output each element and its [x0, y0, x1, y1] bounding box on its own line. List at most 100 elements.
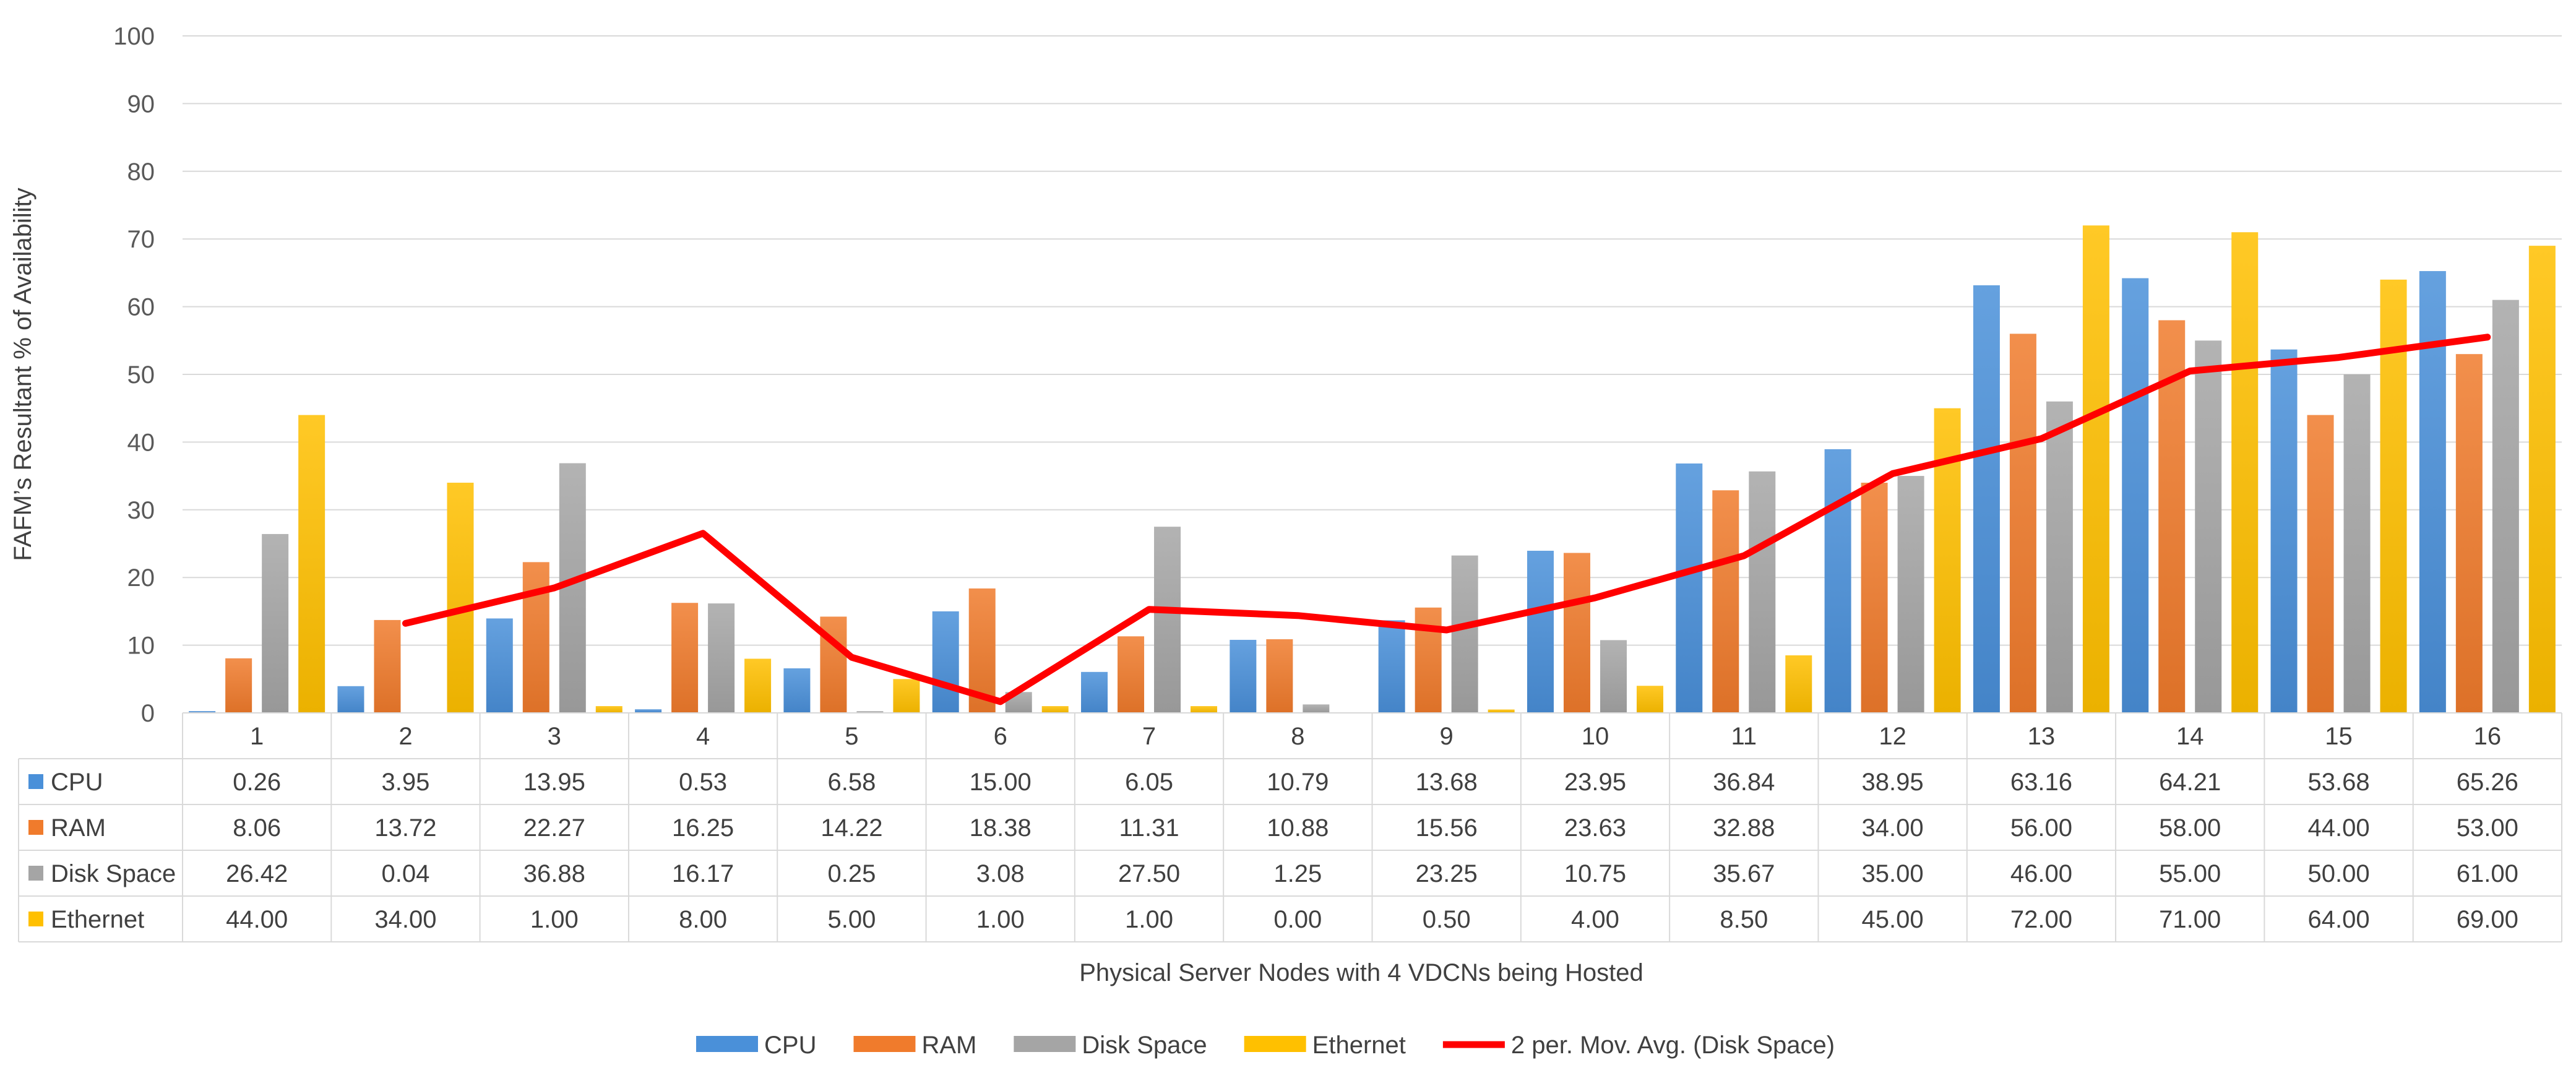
bar-ram [522, 562, 549, 713]
legend-key [28, 820, 43, 835]
table-cell: 36.88 [523, 860, 585, 887]
x-tick-label: 8 [1291, 723, 1304, 750]
bar-ram [2307, 415, 2334, 713]
bar-ethernet [744, 658, 772, 713]
table-row-label: Disk Space [51, 860, 176, 887]
bar-disk-space [1303, 704, 1330, 713]
bar-ethernet [1934, 408, 1961, 713]
table-cell: 13.68 [1416, 769, 1478, 796]
table-cell: 13.72 [374, 814, 436, 842]
table-cell: 22.27 [523, 814, 585, 842]
table-cell: 32.88 [1713, 814, 1775, 842]
table-cell: 16.25 [672, 814, 734, 842]
bar-cpu [337, 686, 364, 713]
bar-ram [2009, 334, 2036, 713]
table-cell: 26.42 [226, 860, 288, 887]
table-cell: 14.22 [821, 814, 882, 842]
table-cell: 0.00 [1273, 906, 1322, 933]
table-cell: 3.95 [382, 769, 430, 796]
y-tick-label: 90 [127, 90, 155, 118]
x-tick-label: 6 [994, 723, 1007, 750]
bar-cpu [1973, 285, 2000, 713]
table-cell: 61.00 [2457, 860, 2518, 887]
legend-key [28, 774, 43, 789]
legend: CPU RAM Disk Space Ethernet 2 per. Mov. Avg.… [696, 1032, 1835, 1059]
table-cell: 53.00 [2457, 814, 2518, 842]
bar-cpu [1081, 671, 1108, 713]
bar-ethernet [447, 483, 474, 713]
x-tick-label: 13 [2028, 723, 2056, 750]
table-cell: 23.63 [1564, 814, 1626, 842]
bar-ram [1563, 553, 1590, 713]
table-cell: 23.25 [1416, 860, 1478, 887]
legend-label: Disk Space [1082, 1032, 1207, 1059]
bar-ram [671, 603, 699, 713]
table-cell: 44.00 [226, 906, 288, 933]
bar-ethernet [1191, 706, 1218, 713]
table-cell: 0.25 [827, 860, 876, 887]
table-cell: 15.56 [1416, 814, 1478, 842]
bar-cpu [189, 711, 216, 713]
bar-disk-space [2492, 300, 2519, 713]
y-tick-label: 100 [113, 23, 155, 50]
bar-ram [1712, 490, 1739, 713]
bar-disk-space [856, 711, 884, 713]
bar-ram [1118, 636, 1145, 713]
bar-ethernet [2082, 225, 2109, 713]
bar-cpu [2122, 278, 2149, 713]
x-tick-label: 16 [2474, 723, 2502, 750]
legend-label: RAM [921, 1032, 976, 1059]
bar-ram [374, 619, 401, 713]
table-cell: 0.53 [679, 769, 727, 796]
bar-disk-space [1600, 640, 1627, 713]
table-cell: 4.00 [1571, 906, 1619, 933]
y-tick-label: 20 [127, 564, 155, 592]
table-cell: 1.00 [1125, 906, 1173, 933]
bar-ethernet [2528, 246, 2556, 713]
bar-cpu [1824, 449, 1851, 713]
table-cell: 50.00 [2307, 860, 2369, 887]
legend-key [28, 866, 43, 881]
table-cell: 5.00 [827, 906, 876, 933]
bar-cpu [1676, 463, 1703, 713]
table-row-label: CPU [51, 769, 103, 796]
table-cell: 6.05 [1125, 769, 1173, 796]
y-tick-label: 10 [127, 632, 155, 660]
table-cell: 65.26 [2457, 769, 2518, 796]
legend-swatch [853, 1036, 916, 1052]
legend-label: Ethernet [1312, 1032, 1406, 1059]
bar-disk-space [708, 603, 735, 713]
bar-ethernet [893, 679, 920, 713]
bar-ethernet [1488, 709, 1515, 713]
bar-cpu [1378, 620, 1405, 713]
table-cell: 58.00 [2159, 814, 2221, 842]
table-cell: 18.38 [970, 814, 1032, 842]
bars [189, 225, 2556, 714]
table-cell: 35.00 [1862, 860, 1924, 887]
table-cell: 56.00 [2010, 814, 2072, 842]
table-cell: 69.00 [2457, 906, 2518, 933]
table-cell: 6.58 [827, 769, 876, 796]
table-cell: 23.95 [1564, 769, 1626, 796]
table-cell: 10.88 [1267, 814, 1329, 842]
table-row-label: RAM [51, 814, 106, 842]
bar-ram [1861, 483, 1888, 713]
bar-cpu [486, 618, 513, 713]
table-cell: 34.00 [1862, 814, 1924, 842]
bar-ram [1266, 639, 1293, 713]
table-cell: 27.50 [1118, 860, 1180, 887]
bar-disk-space [2195, 340, 2222, 713]
y-tick-label: 70 [127, 226, 155, 253]
bar-ethernet [298, 415, 325, 713]
bar-cpu [1527, 550, 1554, 713]
legend-label: 2 per. Mov. Avg. (Disk Space) [1511, 1032, 1835, 1059]
y-axis-title: FAFM’s Resultant % of Availability [9, 188, 37, 561]
table-row-label: Ethernet [51, 906, 144, 933]
bar-ram [2455, 354, 2483, 713]
table-cell: 1.00 [530, 906, 579, 933]
table-cell: 72.00 [2010, 906, 2072, 933]
table-cell: 0.26 [233, 769, 281, 796]
y-tick-label: 40 [127, 429, 155, 456]
x-tick-label: 12 [1879, 723, 1906, 750]
